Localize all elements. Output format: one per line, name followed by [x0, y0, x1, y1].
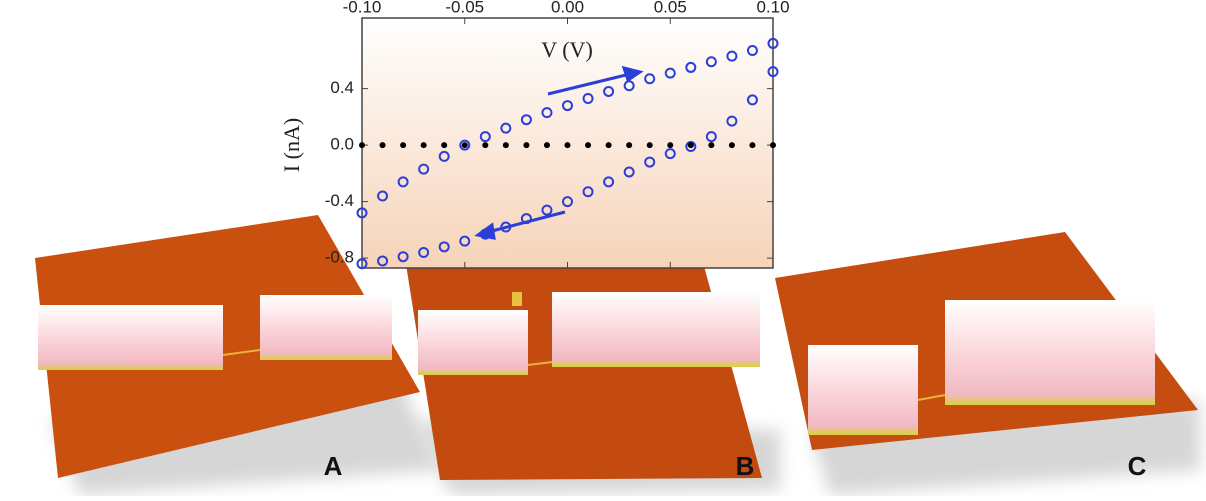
panel-label: C [1128, 451, 1147, 481]
y-tick-label: -0.8 [325, 248, 354, 267]
x-tick-label: 0.10 [756, 0, 789, 16]
x-tick-label: 0.00 [551, 0, 584, 16]
zero-point [667, 142, 673, 148]
y-tick-label: 0.4 [330, 78, 354, 97]
zero-point [359, 142, 365, 148]
zero-point [523, 142, 529, 148]
zero-point [708, 142, 714, 148]
x-tick-label: -0.10 [343, 0, 382, 16]
zero-point [380, 142, 386, 148]
zero-point [544, 142, 550, 148]
zero-point [503, 142, 509, 148]
zero-point [729, 142, 735, 148]
zero-point [770, 142, 776, 148]
zero-point [606, 142, 612, 148]
zero-point [441, 142, 447, 148]
zero-point [482, 142, 488, 148]
zero-point [749, 142, 755, 148]
figure: A B C V (V) I (nA) -0.10 -0.05 0.00 0.05 0.1… [0, 0, 1206, 496]
zero-point [565, 142, 571, 148]
iv-inset: V (V) I (nA) -0.10 -0.05 0.00 0.05 0.10 0.4 0.… [279, 0, 790, 268]
y-tick-label: -0.4 [325, 191, 354, 210]
zero-point [400, 142, 406, 148]
x-tick-label: 0.05 [654, 0, 687, 16]
zero-point [647, 142, 653, 148]
zero-point [585, 142, 591, 148]
panel-label: A [324, 451, 343, 481]
panel-label: B [736, 451, 755, 481]
x-tick-label: -0.05 [445, 0, 484, 16]
x-axis-label: V (V) [541, 37, 593, 62]
zero-point [462, 142, 468, 148]
zero-point [421, 142, 427, 148]
zero-point [688, 142, 694, 148]
zero-point [626, 142, 632, 148]
y-tick-label: 0.0 [330, 135, 354, 154]
y-axis-label: I (nA) [279, 118, 304, 172]
